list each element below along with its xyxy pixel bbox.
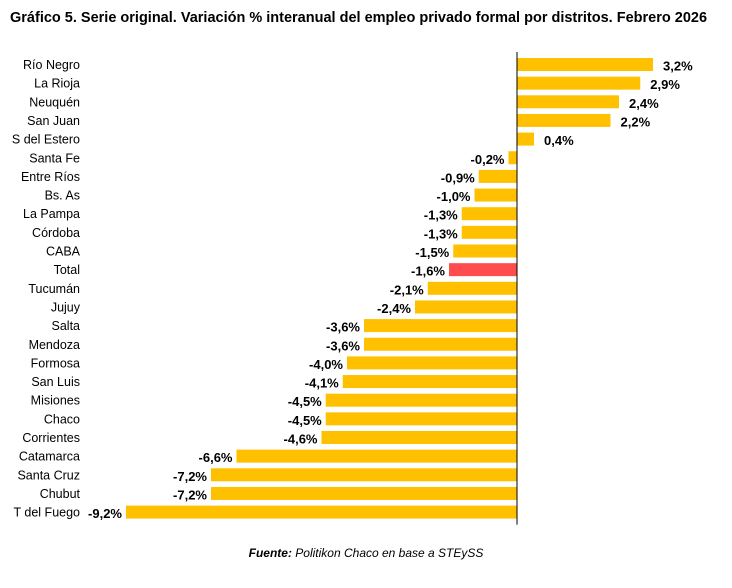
category-label: San Juan	[27, 114, 80, 128]
category-label: Bs. As	[45, 189, 80, 203]
category-label: Total	[54, 263, 80, 277]
bar	[347, 356, 517, 370]
bar	[364, 337, 517, 351]
data-label: -6,6%	[199, 450, 233, 465]
category-label: Misiones	[31, 394, 80, 408]
bar	[427, 281, 517, 295]
bar	[474, 188, 517, 202]
category-label: T del Fuego	[14, 506, 81, 520]
category-label: Formosa	[31, 356, 80, 370]
category-label: Chubut	[40, 487, 81, 501]
category-label: Corrientes	[22, 431, 80, 445]
data-label: -1,5%	[415, 245, 449, 260]
data-label: -0,9%	[441, 170, 475, 185]
data-label: 0,4%	[544, 133, 574, 148]
data-label: -2,1%	[390, 282, 424, 297]
bar	[325, 412, 517, 426]
data-label: -7,2%	[173, 487, 207, 502]
bar	[517, 76, 641, 90]
data-label: -1,3%	[424, 226, 458, 241]
data-label: -1,0%	[437, 189, 471, 204]
source-note: Fuente: Politikon Chaco en base a STEySS	[0, 546, 732, 560]
category-label: Córdoba	[32, 226, 80, 240]
category-label: S del Estero	[12, 133, 80, 147]
data-label: -4,5%	[288, 394, 322, 409]
bar	[211, 486, 517, 500]
category-label: Río Negro	[23, 58, 80, 72]
data-label: -3,6%	[326, 338, 360, 353]
category-label: Jujuy	[51, 300, 81, 314]
bar	[321, 431, 517, 444]
bar	[478, 169, 517, 183]
category-label: Chaco	[44, 412, 80, 426]
data-label: -0,2%	[471, 152, 505, 167]
data-label: -1,3%	[424, 208, 458, 223]
category-label: Neuquén	[29, 95, 80, 109]
chart-title: Gráfico 5. Serie original. Variación % i…	[10, 10, 708, 26]
category-label: La Pampa	[23, 207, 80, 221]
bar	[325, 393, 517, 407]
bar	[126, 505, 517, 519]
data-label: 2,9%	[650, 77, 680, 92]
data-label: -7,2%	[173, 469, 207, 484]
category-label: Santa Cruz	[17, 468, 80, 482]
data-label: -4,6%	[284, 432, 318, 447]
bar	[517, 95, 619, 109]
category-label: Salta	[52, 319, 81, 333]
bar	[211, 468, 517, 482]
bar	[342, 375, 517, 389]
data-label: -4,0%	[309, 357, 343, 372]
category-label: CABA	[46, 245, 81, 259]
bar	[517, 132, 534, 146]
data-label: 3,2%	[663, 59, 693, 74]
bar	[449, 263, 517, 277]
category-label: Mendoza	[29, 338, 80, 352]
data-label: -4,5%	[288, 413, 322, 428]
data-label: 2,4%	[629, 96, 659, 111]
bar	[461, 225, 517, 239]
bar	[236, 449, 517, 463]
bar	[517, 58, 653, 71]
category-label: San Luis	[31, 375, 80, 389]
bar	[415, 300, 517, 314]
data-label: -1,6%	[411, 264, 445, 279]
category-label: Santa Fe	[29, 151, 80, 165]
bar	[453, 244, 517, 258]
data-label: -2,4%	[377, 301, 411, 316]
data-label: 2,2%	[621, 114, 651, 129]
data-label: -4,1%	[305, 376, 339, 391]
bar	[461, 207, 517, 221]
source-text: Politikon Chaco en base a STEySS	[291, 546, 484, 560]
bar	[508, 151, 517, 165]
data-label: -9,2%	[88, 506, 122, 521]
category-label: La Rioja	[34, 77, 80, 91]
category-label: Entre Ríos	[21, 170, 80, 184]
category-label: Tucumán	[28, 282, 80, 296]
bar	[364, 319, 517, 333]
source-label: Fuente:	[248, 546, 292, 560]
category-label: Catamarca	[19, 450, 80, 464]
bar	[517, 113, 611, 127]
data-label: -3,6%	[326, 320, 360, 335]
